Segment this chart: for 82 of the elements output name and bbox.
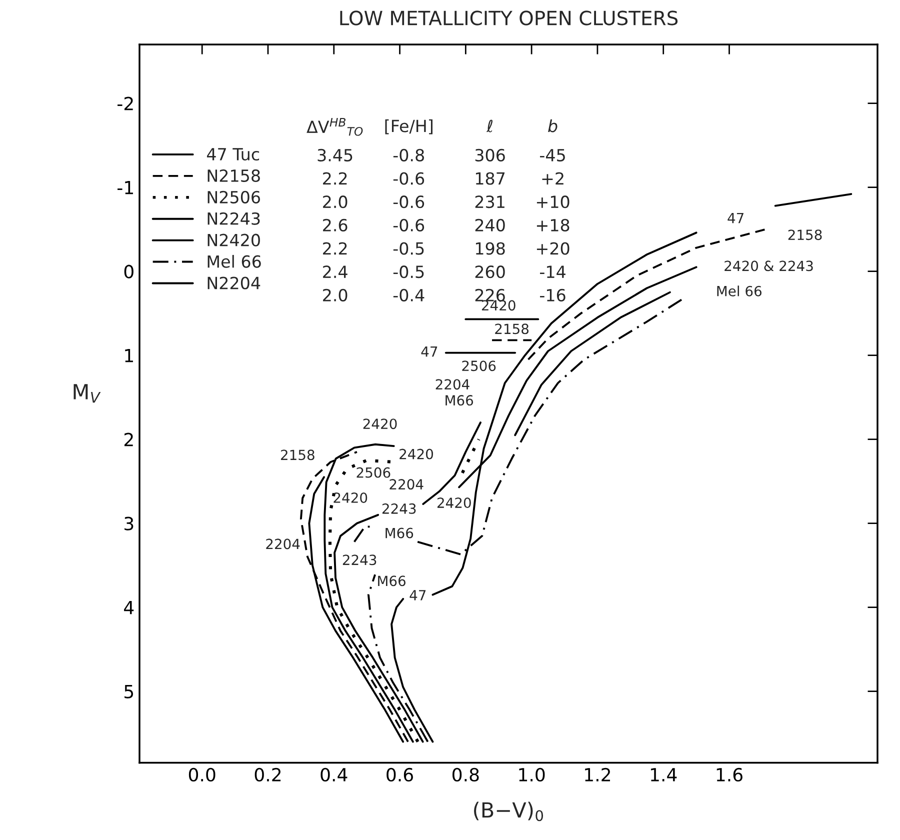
x-tick-label: 0.8 [452,768,479,782]
annotation: 226 [475,288,505,302]
annotation: 2158 [280,450,314,460]
annotation: -0.4 [393,288,424,302]
annotation: ΔV$^{HB}$$_{TO}$ [306,118,363,136]
annotation: 306 [475,148,505,162]
annotation: 2.4 [323,266,348,278]
annotation: M66 [378,576,406,586]
annotation: 2158 [495,324,529,334]
y-tick-label: 1 [125,349,133,362]
annotation: 47 [410,590,426,600]
y-tick-label: -1 [118,181,133,194]
annotation: b [548,119,558,132]
annotation: -45 [540,149,565,162]
annotation: -16 [540,288,566,302]
annotation: 198 [476,242,505,255]
annotation: [Fe/H] [385,119,432,134]
x-axis-title: (B−V)$_{0}$ [474,802,544,822]
annotation: 2420 & 2243 [724,260,813,272]
annotation: +2 [542,172,564,185]
annotation: 2158 [788,230,822,240]
legend-label: N2420 [208,234,260,246]
annotation: 47 [421,346,438,357]
legend-label: N2243 [208,212,260,225]
x-tick-label: 1.4 [650,768,677,782]
annotation: -14 [540,266,566,278]
annotation: 47 [728,212,744,224]
annotation: -0.5 [393,242,424,255]
annotation: 2420 [400,448,433,460]
y-tick-label: 4 [124,601,134,614]
annotation: +18 [536,218,570,232]
annotation: 2.0 [323,196,348,208]
annotation: +10 [536,196,570,208]
annotation: 2243 [342,554,376,566]
chart-title: LOW METALLICITY OPEN CLUSTERS [340,10,678,26]
annotation: -0.6 [393,218,424,232]
annotation: 187 [476,172,505,185]
annotation: 2420 [437,498,471,508]
annotation: 2204 [436,379,470,390]
annotation: 240 [475,218,505,232]
annotation: Mel 66 [717,286,762,296]
x-tick-label: 1.6 [716,768,742,782]
annotation: 2243 [382,503,416,514]
annotation: 2.0 [323,288,348,302]
x-tick-label: 0.2 [254,768,281,782]
annotation: -0.8 [393,148,424,162]
annotation: -0.6 [393,196,424,208]
y-tick-label: 2 [124,432,133,446]
annotation: -0.5 [393,266,424,278]
legend-label: N2204 [208,276,260,290]
annotation: 2.2 [323,172,347,185]
annotation: 2420 [363,418,397,430]
annotation: -0.6 [393,172,424,185]
annotation: 2.2 [323,242,347,255]
annotation: 2506 [462,360,496,372]
annotation: ℓ [486,120,492,132]
legend-label: 47 Tuc [206,148,260,161]
legend-label: N2506 [208,190,260,204]
annotation: 260 [475,266,505,278]
annotation: M66 [386,528,414,538]
annotation: 231 [475,196,504,208]
x-tick-label: 1.0 [519,768,545,782]
annotation: +20 [536,242,570,255]
annotation: 2204 [390,479,424,490]
legend-label: N2158 [208,169,260,182]
y-tick-label: 0 [124,264,134,278]
annotation: 2506 [356,467,390,478]
annotation: 2420 [482,300,516,311]
y-tick-label: -2 [118,96,133,110]
x-tick-label: 0.0 [188,768,216,782]
annotation: 3.45 [318,148,352,162]
y-axis-title: M$_{V}$ [74,384,101,403]
x-tick-label: 0.6 [386,768,413,782]
legend-label: Mel 66 [208,254,261,268]
annotation: 2420 [334,492,368,503]
annotation: 2.6 [323,218,348,232]
y-tick-label: 3 [124,516,134,530]
x-tick-label: 0.4 [320,768,348,782]
y-tick-label: 5 [124,685,134,698]
annotation: 2204 [266,538,300,550]
x-tick-label: 1.2 [585,768,610,782]
annotation: M66 [446,395,474,406]
